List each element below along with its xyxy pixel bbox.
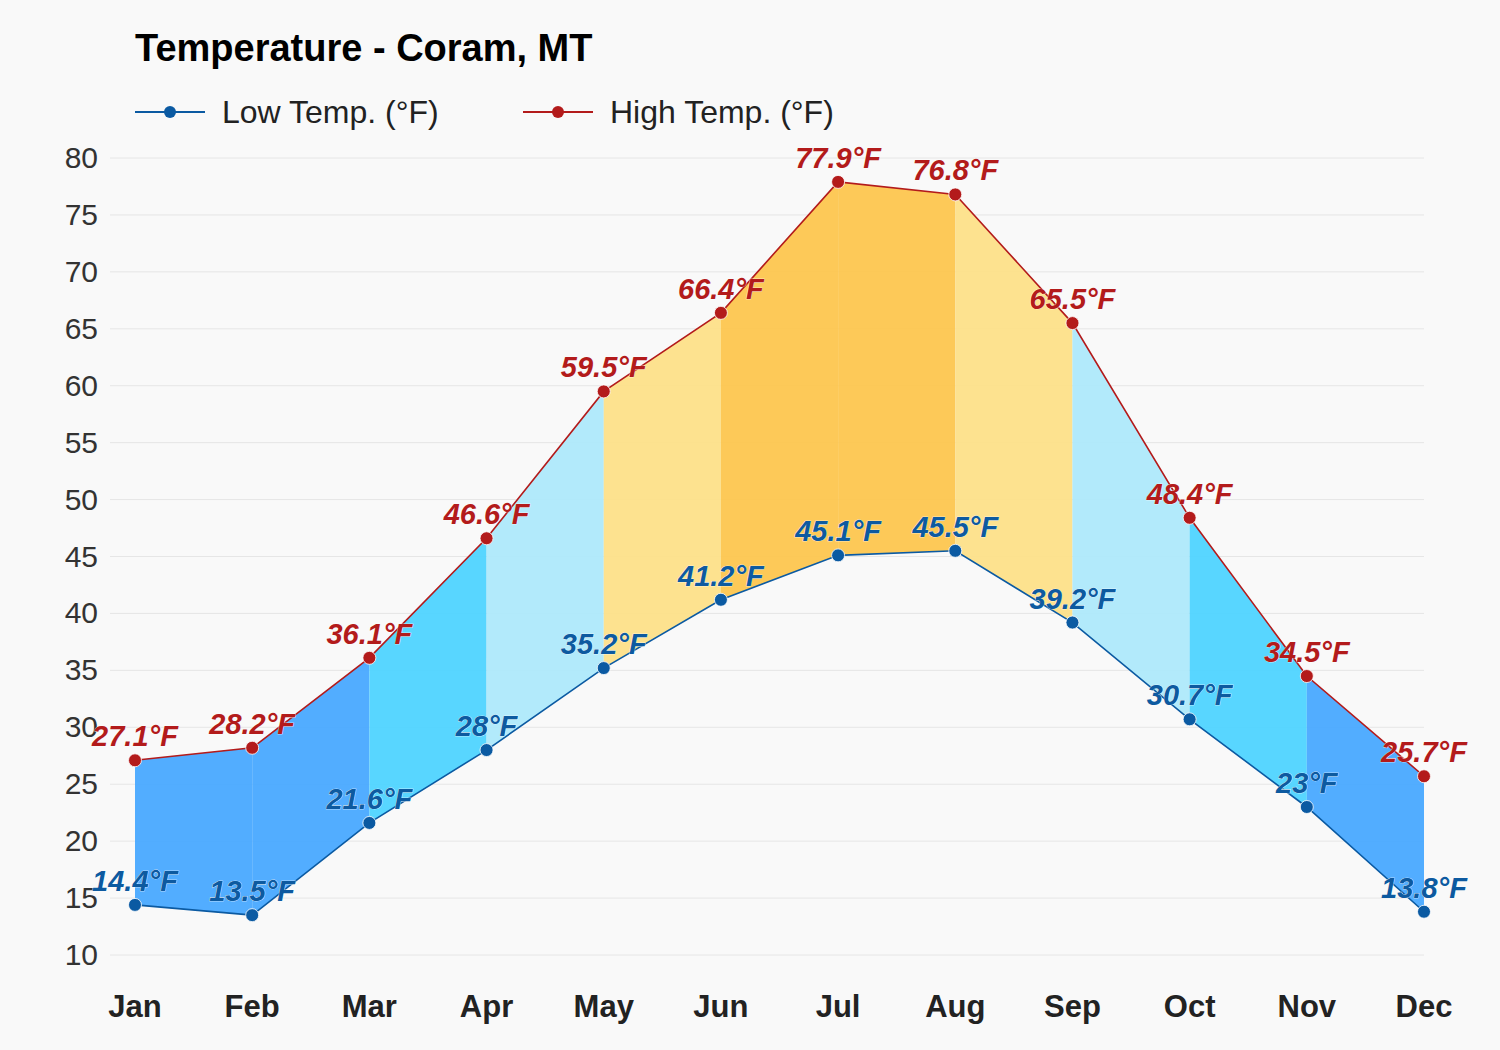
y-tick-label: 70 <box>65 255 98 288</box>
x-tick-label: May <box>574 989 635 1024</box>
series-marker <box>129 898 142 911</box>
series-marker <box>363 816 376 829</box>
data-label: 59.5°F <box>561 351 648 383</box>
chart: Temperature - Coram, MT10152025303540455… <box>0 0 1500 1050</box>
y-tick-label: 55 <box>65 426 98 459</box>
y-tick-label: 80 <box>65 141 98 174</box>
y-tick-label: 20 <box>65 824 98 857</box>
range-band <box>1072 323 1189 719</box>
title: Temperature - Coram, MT <box>135 27 592 69</box>
series-marker <box>129 754 142 767</box>
series-marker <box>597 662 610 675</box>
series-marker <box>949 544 962 557</box>
series-marker <box>1066 616 1079 629</box>
data-label: 27.1°F <box>91 720 179 752</box>
y-tick-label: 45 <box>65 540 98 573</box>
data-label: 21.6°F <box>325 783 413 815</box>
data-label: 14.4°F <box>92 865 179 897</box>
data-label: 66.4°F <box>678 273 765 305</box>
y-tick-label: 65 <box>65 312 98 345</box>
x-tick-label: Aug <box>925 989 985 1024</box>
series-line <box>135 551 1424 915</box>
data-label: 35.2°F <box>561 628 648 660</box>
y-tick-label: 60 <box>65 369 98 402</box>
series-marker <box>480 744 493 757</box>
series-marker <box>480 532 493 545</box>
data-label: 65.5°F <box>1030 283 1117 315</box>
y-tick-label: 10 <box>65 938 98 971</box>
plot-area <box>129 175 1431 921</box>
grid-line <box>110 158 1424 159</box>
data-label: 45.5°F <box>911 511 999 543</box>
grid-line <box>110 955 1424 956</box>
y-tick-label: 40 <box>65 596 98 629</box>
x-tick-label: Mar <box>342 989 397 1024</box>
series-marker <box>363 651 376 664</box>
x-tick-label: Dec <box>1396 989 1453 1024</box>
grid-line <box>110 214 1424 215</box>
data-label: 34.5°F <box>1264 636 1351 668</box>
data-label: 45.1°F <box>794 515 882 547</box>
data-label: 36.1°F <box>326 618 413 650</box>
x-tick-label: Feb <box>225 989 280 1024</box>
data-label: 25.7°F <box>1380 736 1468 768</box>
legend-label: Low Temp. (°F) <box>222 94 439 130</box>
x-tick-label: Nov <box>1278 989 1337 1024</box>
data-label: 48.4°F <box>1146 478 1234 510</box>
data-label: 77.9°F <box>795 142 882 174</box>
data-label: 46.6°F <box>443 498 531 530</box>
series-marker <box>597 385 610 398</box>
x-tick-label: Sep <box>1044 989 1101 1024</box>
grid-line <box>110 898 1424 899</box>
y-tick-label: 25 <box>65 767 98 800</box>
y-tick-label: 75 <box>65 198 98 231</box>
series-marker <box>714 306 727 319</box>
series-marker <box>1418 905 1431 918</box>
series-marker <box>949 188 962 201</box>
data-label: 13.5°F <box>209 875 296 907</box>
x-tick-label: Jul <box>816 989 861 1024</box>
y-tick-label: 35 <box>65 653 98 686</box>
data-label: 30.7°F <box>1147 679 1234 711</box>
range-band <box>487 391 604 750</box>
range-band <box>838 182 955 555</box>
x-tick-label: Jan <box>108 989 161 1024</box>
series-marker <box>1066 317 1079 330</box>
series-line <box>135 182 1424 776</box>
series-marker <box>1183 713 1196 726</box>
range-band <box>369 538 486 823</box>
x-tick-label: Oct <box>1164 989 1216 1024</box>
data-label: 28.2°F <box>208 708 296 740</box>
series-marker <box>714 593 727 606</box>
data-label: 76.8°F <box>912 154 999 186</box>
series-marker <box>246 909 259 922</box>
data-label: 13.8°F <box>1381 872 1468 904</box>
series-marker <box>1418 770 1431 783</box>
legend-marker <box>552 106 564 118</box>
legend-marker <box>164 106 176 118</box>
series-marker <box>832 175 845 188</box>
data-label: 39.2°F <box>1030 583 1117 615</box>
background <box>0 0 1500 1050</box>
data-label: 41.2°F <box>677 560 765 592</box>
y-tick-label: 50 <box>65 483 98 516</box>
series-marker <box>246 741 259 754</box>
legend-label: High Temp. (°F) <box>610 94 834 130</box>
series-marker <box>1300 800 1313 813</box>
data-label: 28°F <box>455 710 519 742</box>
x-tick-label: Apr <box>460 989 513 1024</box>
data-label: 23°F <box>1275 767 1339 799</box>
x-tick-label: Jun <box>693 989 748 1024</box>
series-marker <box>1300 670 1313 683</box>
series-marker <box>832 549 845 562</box>
series-marker <box>1183 511 1196 524</box>
